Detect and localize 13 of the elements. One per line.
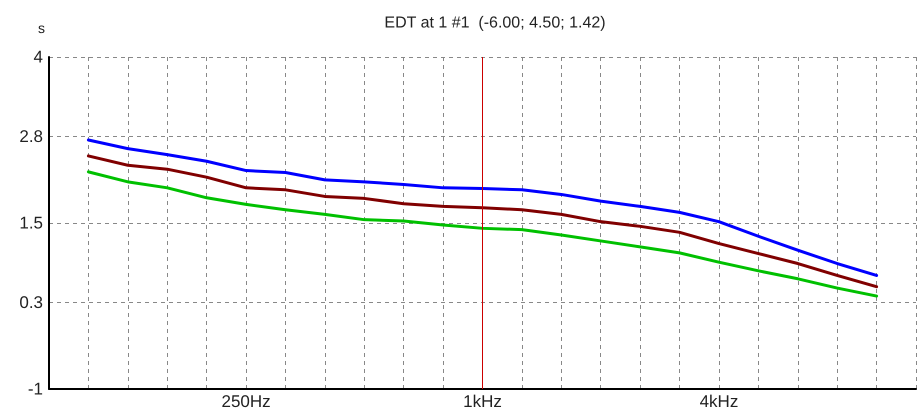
x-tick-label: 1kHz — [463, 392, 502, 411]
line-series — [86, 138, 878, 277]
y-tick-label: 1.5 — [19, 214, 43, 232]
line-series — [86, 154, 878, 288]
x-tick-label: 250Hz — [221, 392, 271, 411]
y-tick-label: 0.3 — [19, 293, 43, 312]
y-tick-label: 2.8 — [19, 127, 43, 146]
chart-title: EDT at 1 #1 (-6.00; 4.50; 1.42) — [384, 14, 606, 32]
y-tick-label: 4 — [34, 48, 43, 66]
y-axis-title: s — [38, 20, 45, 36]
x-tick-label: 4kHz — [700, 392, 738, 411]
line-series — [86, 170, 878, 298]
y-tick-label: -1 — [28, 380, 43, 398]
